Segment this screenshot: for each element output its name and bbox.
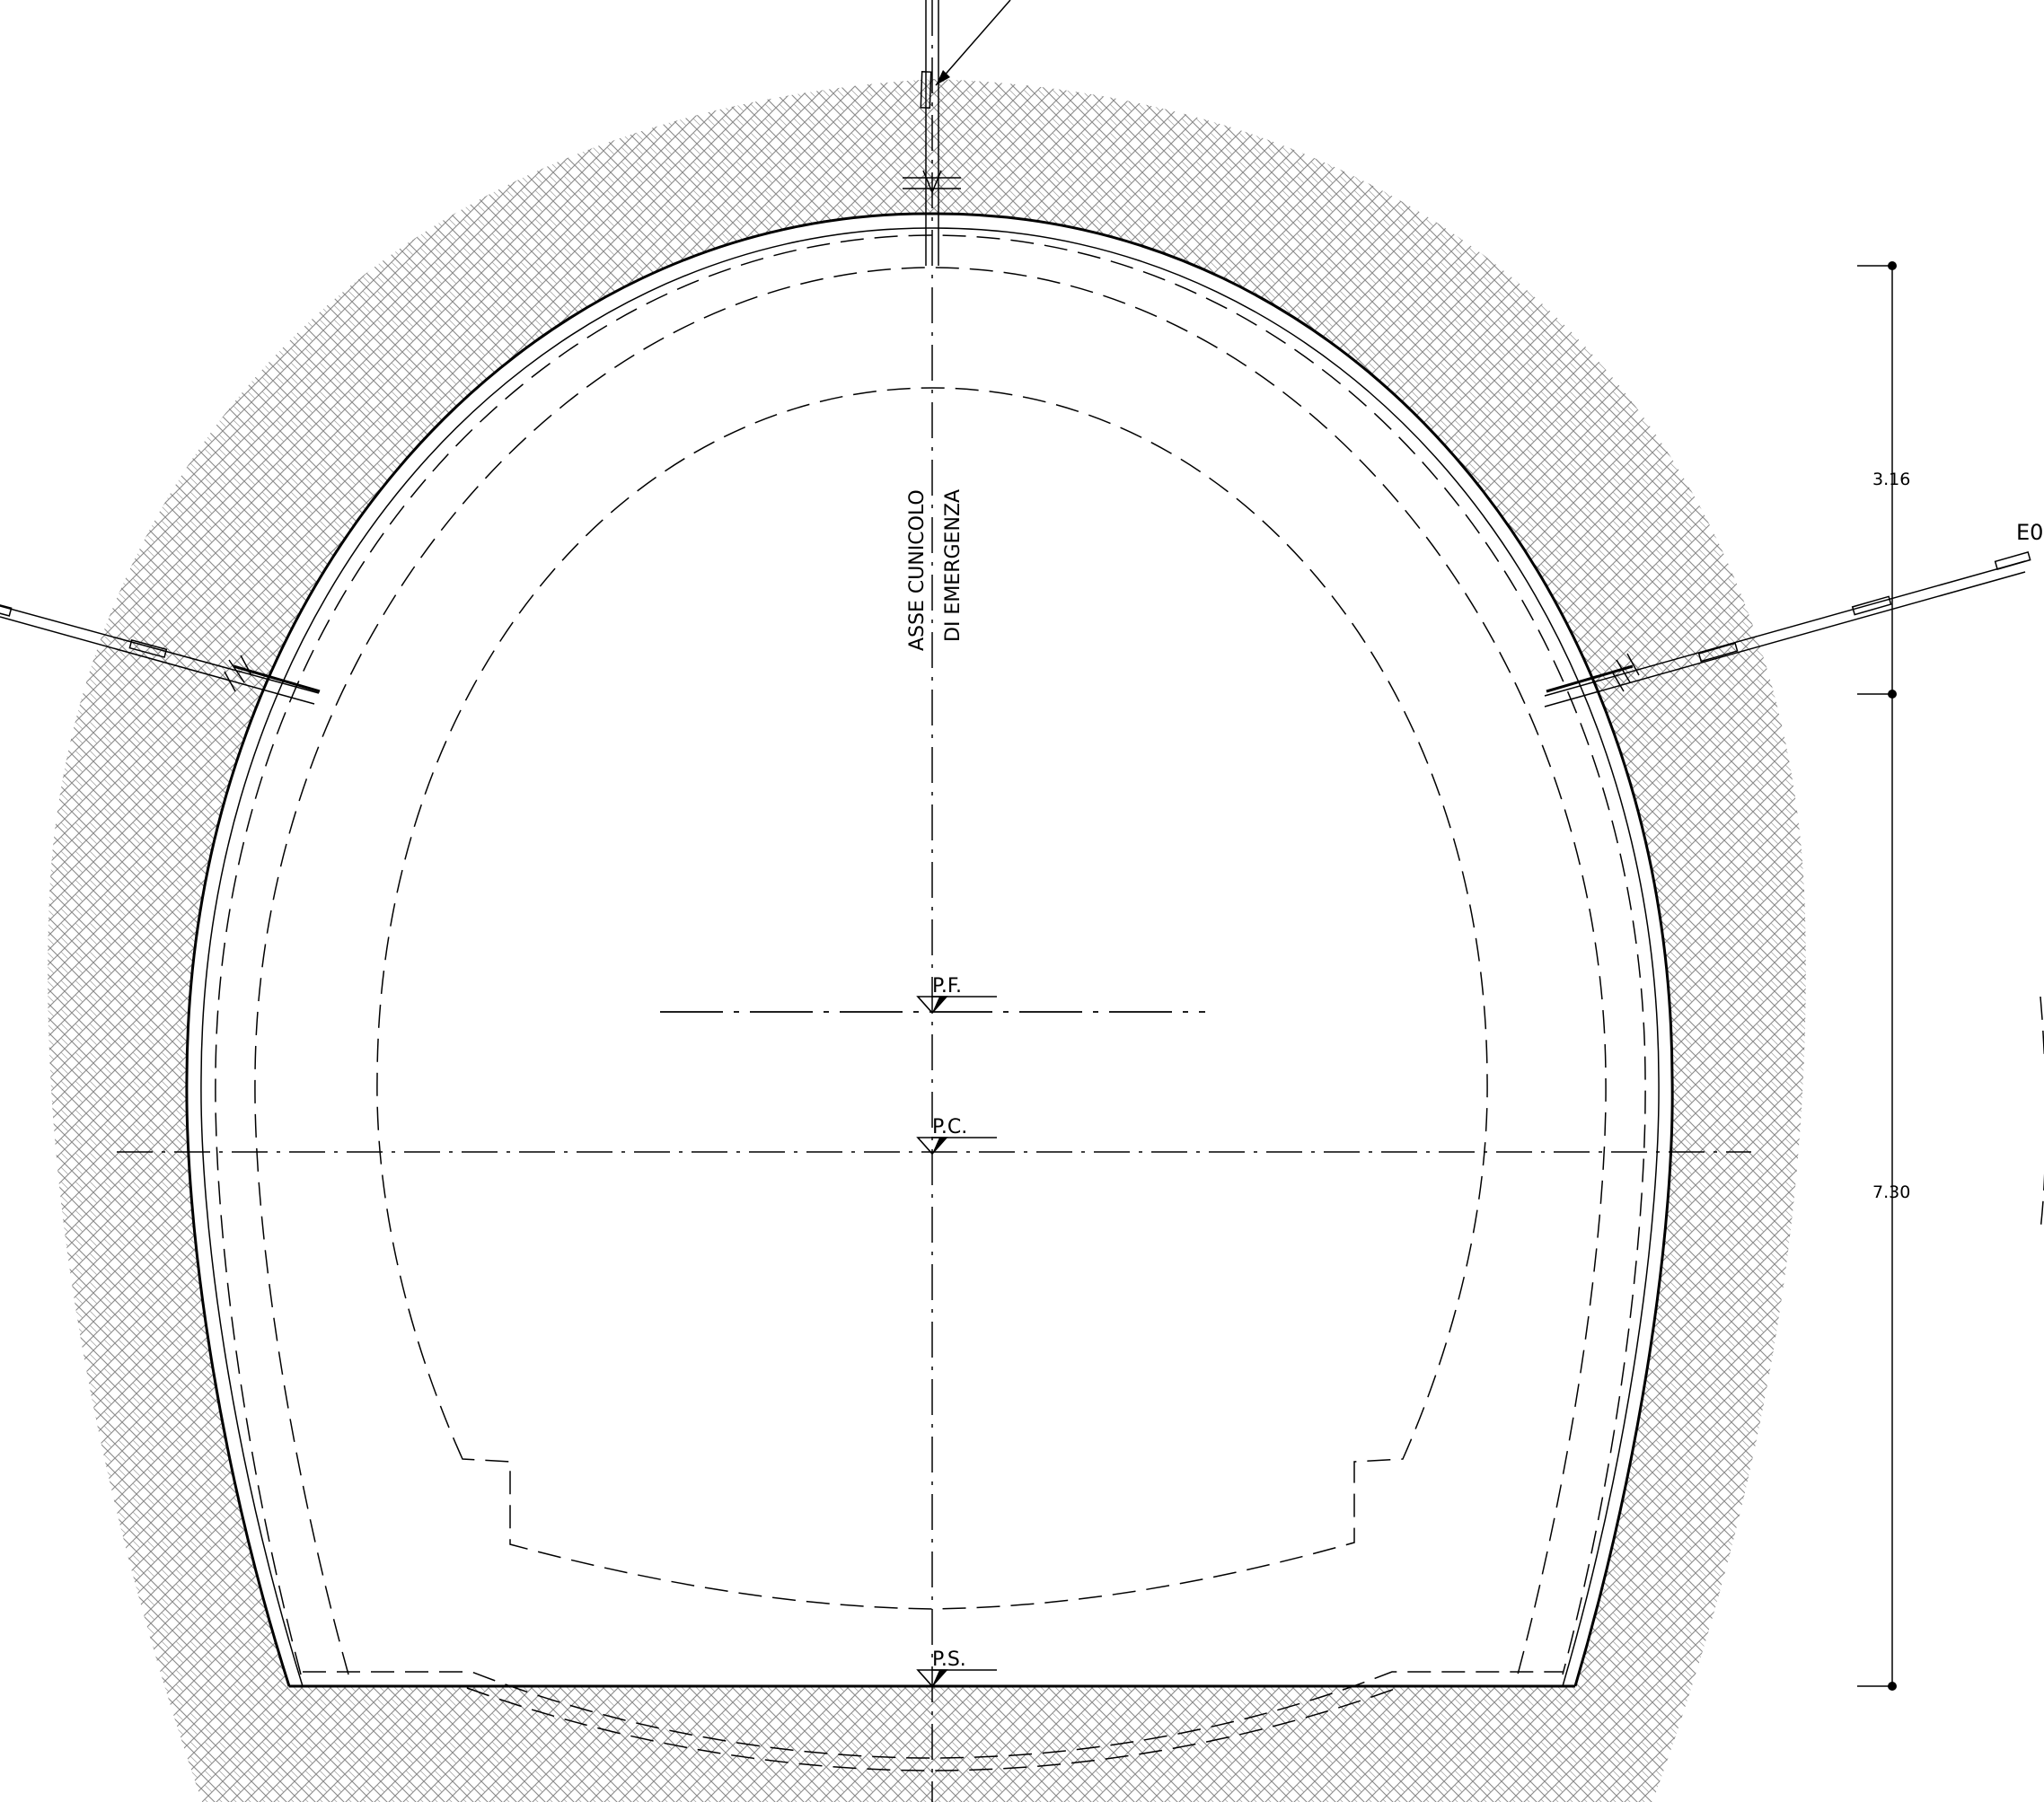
dimension-upper-label: 3.16 [1872,470,1910,489]
cut-label: E0 [2016,520,2043,545]
level-marker-pc: P.C. [916,1116,997,1156]
excavation-profile [185,212,1674,1687]
lining-dashed-inner [254,267,1607,1675]
level-label-pf: P.F. [932,975,962,998]
level-label-pc: P.C. [932,1116,967,1138]
floor-dashed [303,1671,1563,1759]
crown-sleeve [920,71,932,109]
dimension-dot-icon [1888,261,1897,270]
crown-symbol [903,170,961,194]
lining-dashed-outer [215,234,1646,1675]
dimension-line: 3.16 7.30 [1857,261,1910,1691]
edge-arc [2040,996,2044,1231]
dimension-lower-label: 7.30 [1872,1182,1910,1202]
level-marker-pf: P.F. [916,975,997,1015]
invert-dashed [466,1687,1398,1771]
level-marker-ps: P.S. [916,1648,997,1688]
leader-arrow-line [935,0,1011,86]
dimension-dot-icon [1888,690,1897,699]
level-label-ps: P.S. [932,1648,966,1671]
soil-hatch-region [48,79,1806,1802]
rock-bolt-left [0,602,321,705]
leader-arrow-icon [936,70,950,85]
dimension-dot-icon [1888,1682,1897,1691]
lining-extrados [200,227,1660,1687]
axis-title-line1: ASSE CUNICOLO [906,489,929,651]
clearance-gauge-dashed [376,387,1488,1610]
axis-title-line2: DI EMERGENZA [942,489,965,642]
rock-bolt-right [1544,550,2031,708]
